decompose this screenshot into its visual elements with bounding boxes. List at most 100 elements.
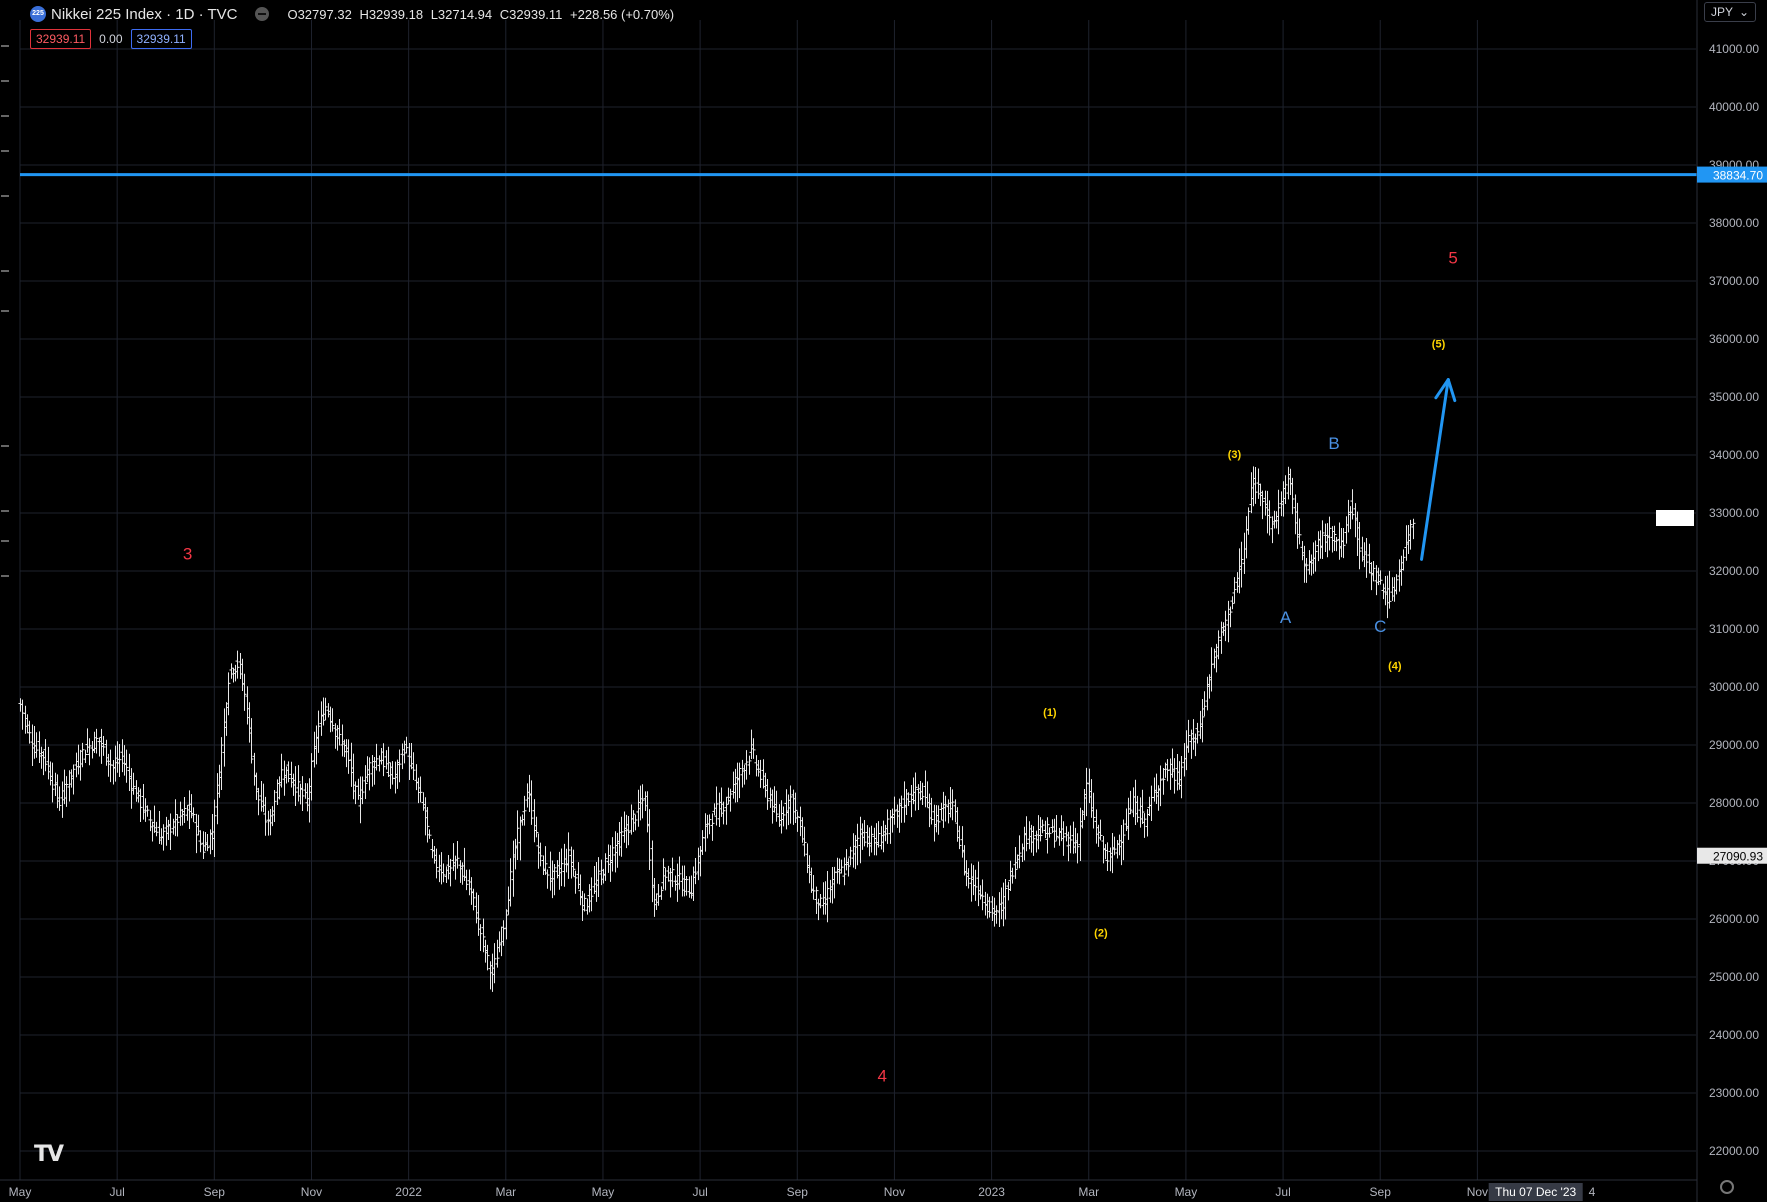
price-bar	[85, 728, 90, 753]
price-bar	[266, 810, 271, 836]
price-bar	[1195, 722, 1200, 744]
price-bar	[858, 816, 863, 864]
price-bar	[1258, 483, 1263, 507]
price-bar	[1390, 577, 1395, 601]
price-bar	[346, 739, 351, 774]
price-bar	[631, 810, 636, 833]
price-bar	[1034, 830, 1039, 853]
wave-label: 3	[183, 544, 192, 563]
price-bar	[212, 799, 217, 857]
price-bar	[268, 808, 273, 836]
price-bar	[64, 776, 69, 807]
price-bar	[39, 746, 44, 769]
price-bar	[150, 821, 155, 842]
price-bar	[1126, 797, 1131, 840]
y-tick-label: 25000.00	[1709, 970, 1759, 984]
price-bar	[136, 787, 141, 803]
price-bar	[289, 761, 294, 788]
price-bar	[684, 875, 689, 896]
buy-price-button[interactable]: 32939.11	[130, 29, 192, 49]
price-bar	[811, 875, 816, 900]
change-value: +228.56 (+0.70%)	[570, 6, 675, 22]
eye-icon[interactable]	[255, 7, 270, 21]
price-bar	[980, 879, 985, 911]
price-bar	[441, 863, 446, 883]
price-bar	[229, 663, 234, 679]
price-bar	[1145, 808, 1150, 837]
price-bar	[929, 797, 934, 825]
price-bar	[108, 749, 113, 783]
price-bar	[448, 858, 453, 887]
high-value: H32939.18	[359, 6, 424, 22]
price-bar	[971, 865, 976, 896]
price-bar	[1038, 817, 1043, 842]
price-bar	[393, 761, 398, 794]
price-bar	[182, 797, 187, 824]
price-bar	[104, 739, 109, 766]
projection-arrow	[1420, 378, 1457, 561]
price-bar	[747, 755, 752, 775]
price-bar	[439, 852, 444, 885]
price-bar	[756, 759, 761, 777]
price-bar	[754, 755, 759, 777]
price-bar	[50, 762, 55, 803]
price-bar	[340, 724, 345, 757]
price-bar	[337, 719, 342, 746]
price-bar	[934, 805, 939, 833]
price-bar	[610, 837, 615, 872]
price-bar	[1350, 489, 1355, 520]
x-tick-label: Nov	[301, 1185, 322, 1199]
price-bar	[286, 761, 291, 783]
bid-ask-row: 32939.11 0.00 32939.11	[30, 29, 192, 49]
price-bar	[541, 855, 546, 875]
price-bar	[196, 814, 201, 836]
price-bar	[1367, 543, 1372, 574]
currency-select[interactable]: JPY ⌄	[1704, 2, 1756, 22]
price-bar	[1239, 541, 1244, 588]
price-bar	[111, 759, 116, 785]
price-bar	[532, 799, 537, 843]
price-bar	[906, 792, 911, 807]
price-bar	[1304, 557, 1309, 583]
price-bar	[1355, 511, 1360, 557]
price-bar	[481, 918, 486, 953]
price-bar	[964, 860, 969, 887]
price-bar	[1353, 503, 1358, 538]
price-bar	[446, 854, 451, 880]
price-bar	[247, 702, 252, 743]
price-bar	[710, 813, 715, 841]
price-bar	[1267, 500, 1272, 536]
crosshair-date-tag	[1488, 1183, 1583, 1201]
symbol-header[interactable]: 225 Nikkei 225 Index · 1D · TVC O32797.3…	[30, 4, 678, 24]
price-bar	[217, 764, 222, 798]
price-bar	[557, 851, 562, 890]
price-bar	[582, 893, 587, 912]
sell-price-button[interactable]: 32939.11	[30, 29, 92, 49]
price-bar	[377, 755, 382, 772]
tradingview-logo[interactable]: TV	[34, 1142, 64, 1167]
price-bar	[724, 796, 729, 825]
wave-label: (3)	[1228, 449, 1242, 461]
price-bar	[1209, 647, 1214, 692]
gear-icon[interactable]	[1720, 1180, 1734, 1194]
price-bar	[1346, 499, 1351, 533]
chevron-down-icon: ⌄	[1738, 5, 1749, 19]
price-bar	[1059, 815, 1064, 842]
price-bar	[277, 776, 282, 800]
price-bar	[552, 864, 557, 896]
price-bar	[173, 799, 178, 837]
symbol-title[interactable]: Nikkei 225 Index · 1D · TVC	[51, 5, 238, 23]
price-bar	[1024, 816, 1029, 852]
price-bar	[41, 750, 46, 776]
price-bar	[795, 811, 800, 832]
price-bar	[883, 824, 888, 842]
price-bar	[1232, 577, 1237, 604]
ohlc-values: O32797.32 H32939.18 L32714.94 C32939.11 …	[287, 7, 678, 22]
price-bar	[416, 777, 421, 804]
price-bar	[876, 821, 881, 848]
price-bar	[758, 759, 763, 788]
price-bar	[1392, 577, 1397, 602]
x-tick-label: May	[592, 1185, 615, 1199]
price-bar	[569, 846, 574, 879]
